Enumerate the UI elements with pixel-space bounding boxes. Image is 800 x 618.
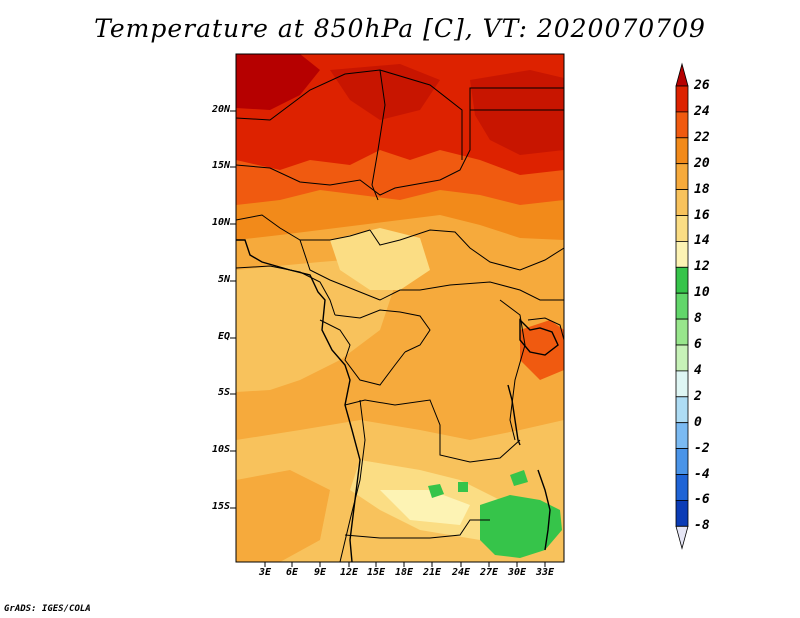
lon-label: 30E [507, 567, 527, 578]
lon-label: 21E [422, 567, 442, 578]
temp-cool-patch-small-1 [428, 484, 444, 498]
colorbar-top-arrow [675, 62, 689, 87]
lon-label: 24E [451, 567, 471, 578]
footer-credit: GrADS: IGES/COLA [4, 604, 91, 614]
temp-hot-core-west [236, 54, 320, 110]
colorbar-segment [675, 215, 689, 242]
lon-label: 15E [366, 567, 386, 578]
colorbar-label: 2 [694, 388, 702, 404]
colorbar-label: 26 [694, 78, 710, 93]
colorbar-label: 14 [694, 233, 710, 249]
colorbar-segment [675, 422, 689, 450]
colorbar-label: 4 [694, 362, 702, 378]
colorbar-label: 6 [694, 337, 702, 352]
colorbar-label: 22 [694, 129, 710, 145]
lat-label: 5S [217, 387, 230, 398]
coastlines-and-lakes [236, 239, 559, 562]
colorbar-label: 18 [694, 181, 710, 197]
colorbar-segment [675, 266, 689, 294]
colorbar-segment [675, 85, 689, 113]
lon-ticks [264, 562, 546, 567]
colorbar-segment [675, 318, 689, 346]
temp-cool-patch-small-3 [510, 470, 528, 486]
lat-label: 5N [217, 274, 230, 285]
lat-label: 15S [211, 501, 230, 512]
temp-zone-14-cool-south [380, 490, 470, 525]
colorbar-bottom-arrow [675, 525, 689, 550]
colorbar-segment [675, 448, 689, 475]
colorbar-segment [675, 163, 689, 190]
colorbar-label: 20 [694, 155, 710, 171]
colorbar-label: -8 [694, 518, 710, 534]
colorbar-label: -6 [694, 492, 710, 508]
lon-label: 9E [313, 567, 327, 578]
lat-label: 15N [211, 160, 230, 171]
colorbar-segment [675, 137, 689, 165]
colorbar-segment [675, 344, 689, 372]
temp-hot-core-center [330, 64, 440, 120]
colorbar-label: 24 [694, 103, 710, 119]
colorbar-segment [675, 111, 689, 139]
lon-label: 6E [285, 567, 299, 578]
colorbar-label: 12 [694, 259, 710, 275]
temp-cool-patch-small-2 [458, 482, 468, 492]
colorbar-label: 16 [694, 207, 710, 223]
lat-label: 10S [211, 444, 230, 455]
country-borders [236, 69, 564, 562]
lat-label: 10N [211, 217, 230, 228]
colorbar-segment [675, 499, 689, 527]
lon-label: 12E [339, 567, 359, 578]
colorbar [675, 62, 689, 550]
colorbar-label: 8 [694, 311, 702, 327]
colorbar-label: 0 [694, 414, 702, 430]
colorbar-segment [675, 474, 689, 501]
colorbar-label: -2 [694, 440, 710, 456]
temperature-field [236, 54, 564, 562]
temp-hot-core-east [470, 70, 564, 155]
temp-cool-patch-southeast [480, 495, 562, 558]
colorbar-label: 10 [694, 285, 710, 301]
colorbar-label: -4 [694, 466, 710, 482]
lon-label: 3E [258, 567, 272, 578]
colorbar-segment [675, 240, 689, 268]
lat-label: 20N [211, 104, 230, 115]
colorbar-segment [675, 396, 689, 424]
colorbar-segment [675, 370, 689, 398]
map-frame [235, 53, 565, 563]
temp-zone-16-17-center [330, 228, 430, 290]
lon-label: 33E [535, 567, 555, 578]
map-title: Temperature at 850hPa [C], VT: 202007070… [94, 14, 706, 43]
temp-zone-18-20-southwest [236, 470, 330, 562]
lon-label: 18E [394, 567, 414, 578]
lat-label: EQ [217, 331, 230, 342]
lat-ticks [230, 110, 236, 509]
colorbar-segment [675, 189, 689, 216]
lon-label: 27E [479, 567, 499, 578]
colorbar-segment [675, 292, 689, 320]
